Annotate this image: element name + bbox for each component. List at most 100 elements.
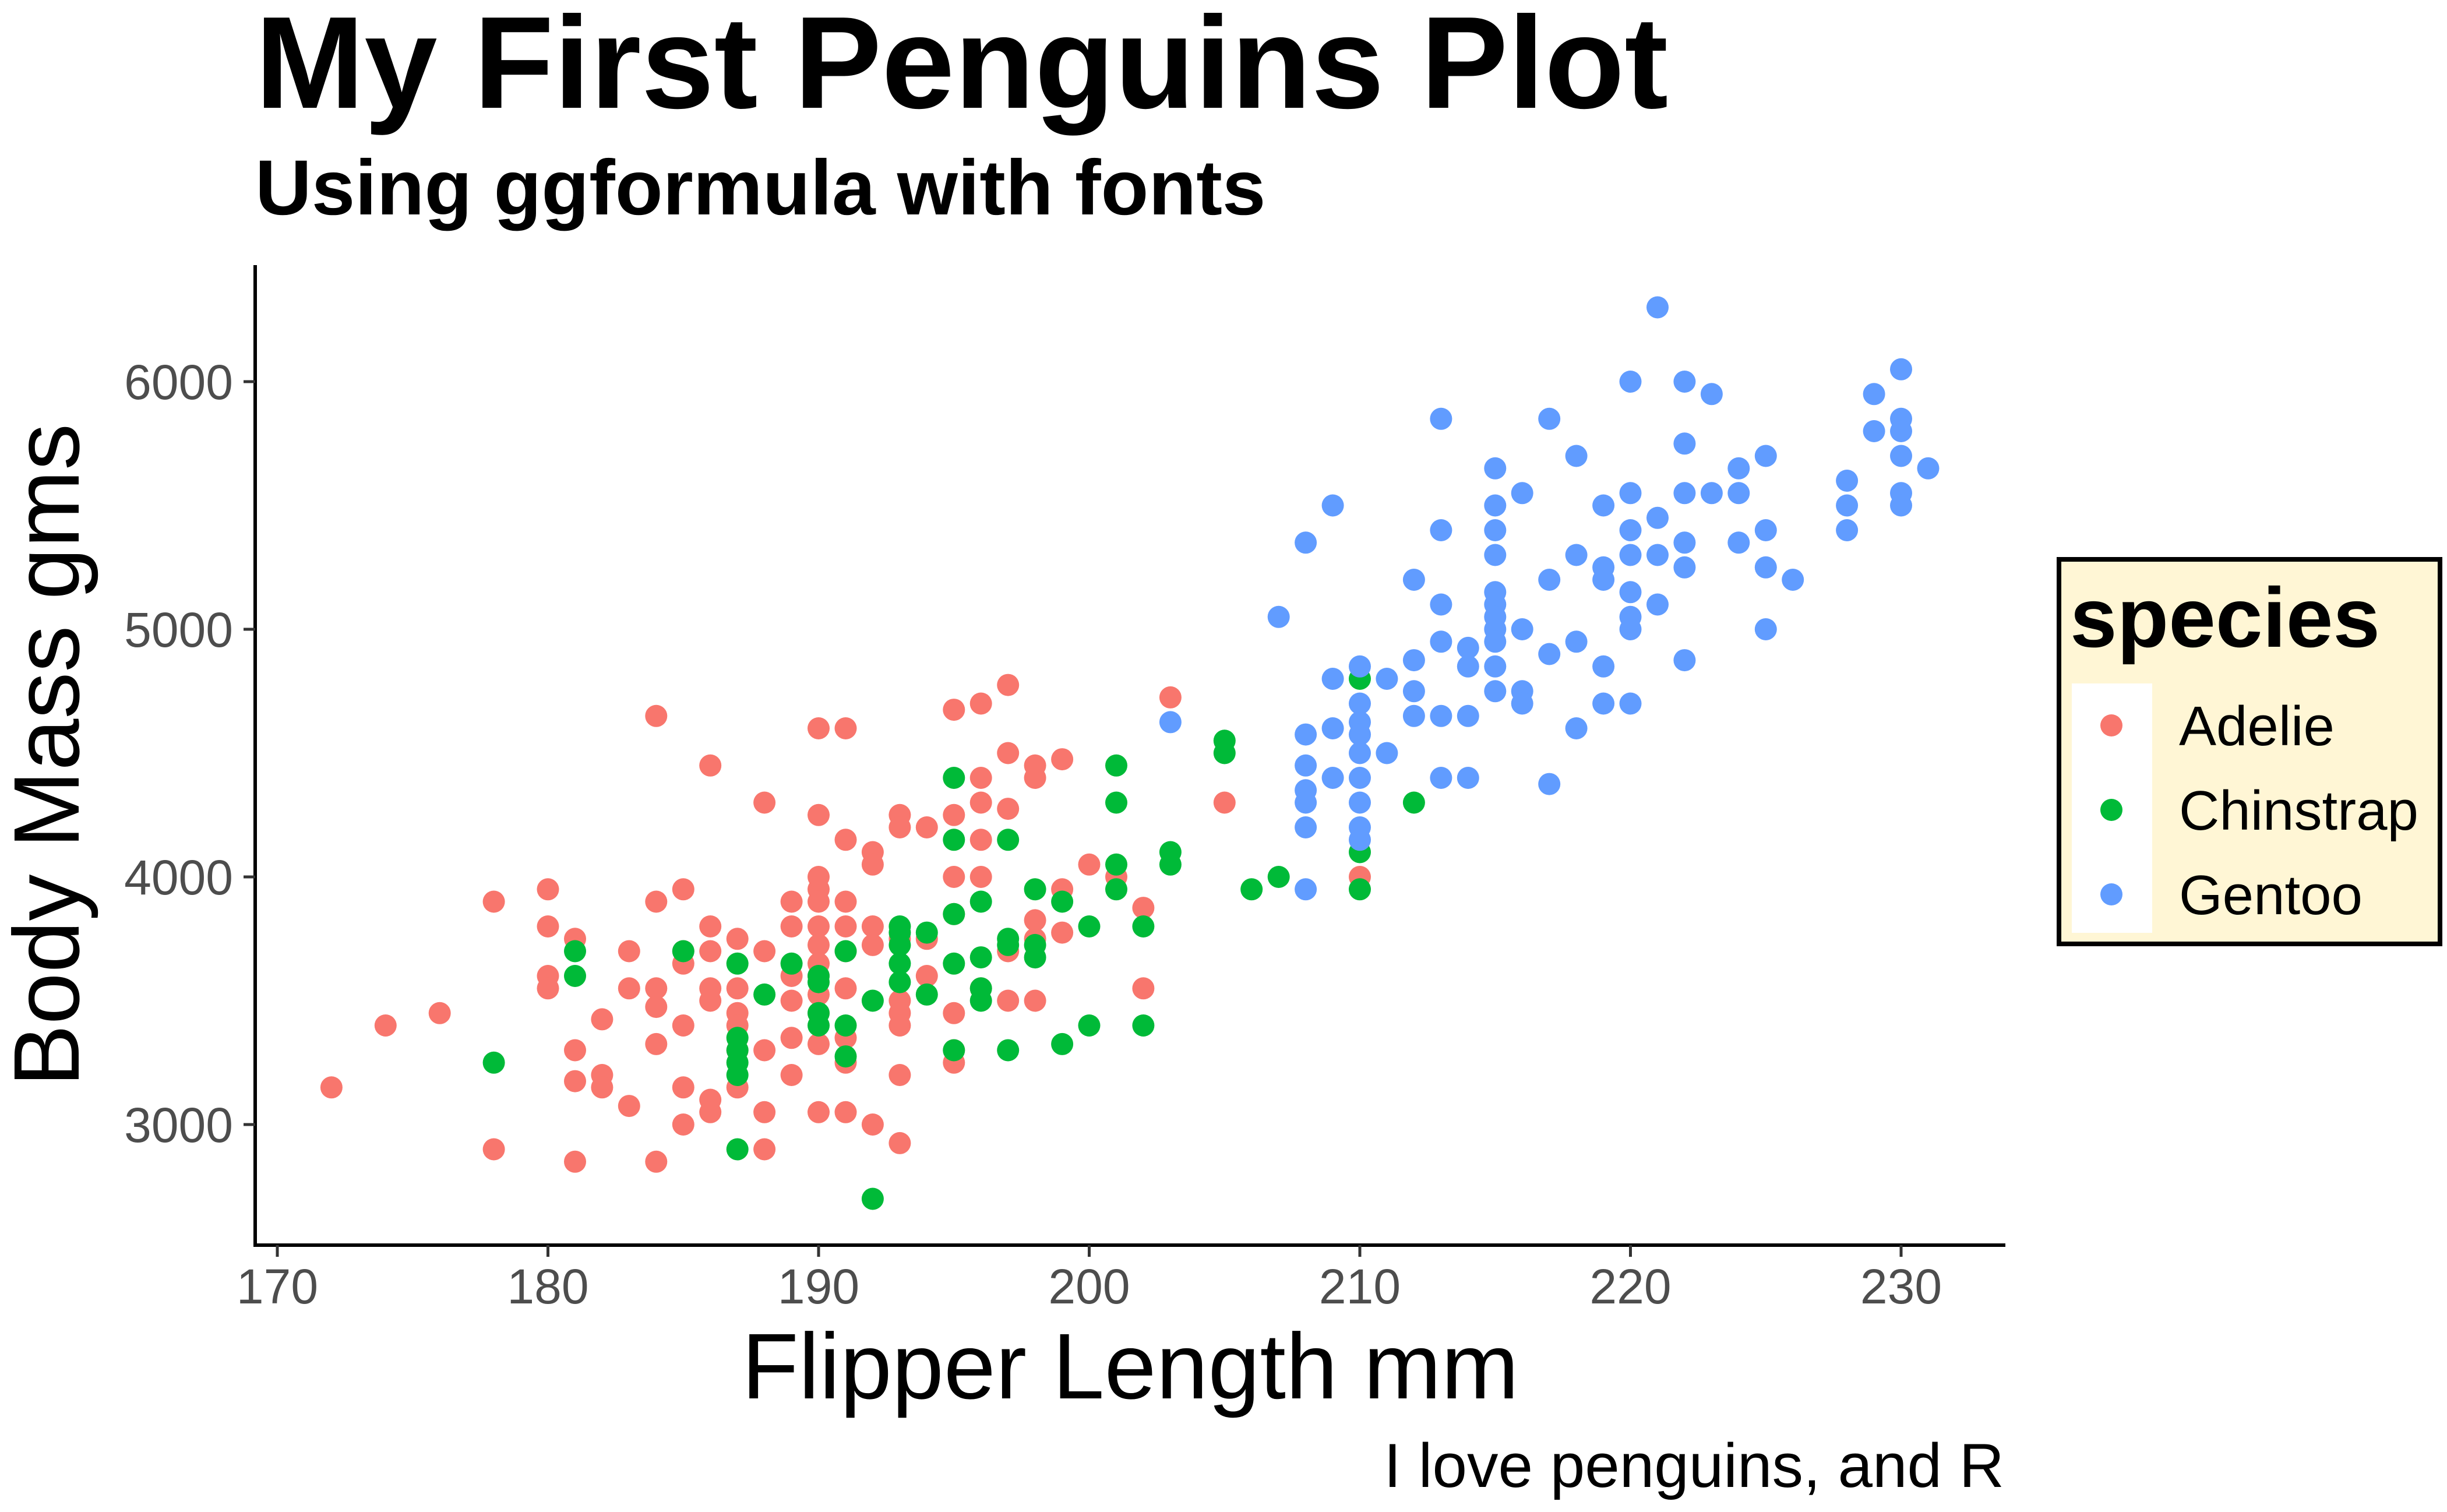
- point-gentoo: [1673, 432, 1696, 455]
- point-chinstrap: [1159, 853, 1182, 876]
- point-chinstrap: [1105, 878, 1127, 901]
- point-gentoo: [1863, 420, 1885, 442]
- point-adelie: [672, 1113, 694, 1136]
- point-gentoo: [1565, 445, 1588, 467]
- point-adelie: [672, 878, 694, 901]
- point-adelie: [428, 1002, 451, 1024]
- point-gentoo: [1376, 742, 1398, 764]
- point-gentoo: [1890, 445, 1912, 467]
- point-gentoo: [1267, 605, 1290, 628]
- point-gentoo: [1646, 593, 1669, 616]
- point-gentoo: [1349, 723, 1371, 746]
- point-adelie: [699, 754, 722, 777]
- point-adelie: [537, 977, 559, 1000]
- point-gentoo: [1917, 457, 1940, 480]
- point-chinstrap: [1240, 878, 1263, 901]
- point-gentoo: [1457, 767, 1479, 789]
- point-chinstrap: [969, 989, 992, 1012]
- point-adelie: [861, 915, 884, 937]
- point-adelie: [699, 1101, 722, 1123]
- x-tick-label: 200: [1048, 1259, 1130, 1314]
- point-chinstrap: [1105, 853, 1127, 876]
- point-gentoo: [1619, 544, 1642, 566]
- legend-key-adelie: [2100, 714, 2122, 736]
- point-gentoo: [1592, 692, 1615, 715]
- point-gentoo: [1754, 519, 1777, 541]
- point-chinstrap: [1024, 946, 1046, 969]
- point-adelie: [808, 1032, 830, 1055]
- point-adelie: [645, 1150, 668, 1173]
- chart-title: My First Penguins Plot: [255, 0, 1668, 136]
- point-chinstrap: [672, 940, 694, 963]
- point-chinstrap: [1024, 878, 1046, 901]
- point-adelie: [645, 977, 668, 1000]
- point-chinstrap: [969, 890, 992, 913]
- point-chinstrap: [1105, 754, 1127, 777]
- point-adelie: [997, 674, 1020, 696]
- point-gentoo: [1754, 556, 1777, 579]
- point-chinstrap: [1105, 791, 1127, 814]
- point-gentoo: [1619, 692, 1642, 715]
- point-adelie: [482, 1138, 505, 1161]
- point-gentoo: [1295, 754, 1317, 777]
- y-tick-label: 3000: [124, 1098, 233, 1152]
- point-adelie: [699, 989, 722, 1012]
- point-gentoo: [1295, 878, 1317, 901]
- point-adelie: [780, 1064, 803, 1086]
- point-gentoo: [1538, 773, 1561, 795]
- point-adelie: [1213, 791, 1236, 814]
- point-gentoo: [1538, 569, 1561, 591]
- point-gentoo: [1402, 569, 1425, 591]
- point-gentoo: [1295, 531, 1317, 554]
- point-gentoo: [1754, 445, 1777, 467]
- point-adelie: [969, 791, 992, 814]
- point-gentoo: [1511, 692, 1533, 715]
- point-adelie: [780, 890, 803, 913]
- point-gentoo: [1349, 791, 1371, 814]
- point-chinstrap: [726, 952, 749, 975]
- point-chinstrap: [943, 952, 965, 975]
- point-gentoo: [1402, 704, 1425, 727]
- point-adelie: [672, 1076, 694, 1099]
- point-adelie: [753, 940, 776, 963]
- point-chinstrap: [808, 1014, 830, 1037]
- point-gentoo: [1646, 506, 1669, 529]
- point-adelie: [618, 977, 640, 1000]
- point-gentoo: [1673, 649, 1696, 672]
- point-gentoo: [1673, 531, 1696, 554]
- point-gentoo: [1782, 569, 1804, 591]
- point-adelie: [753, 791, 776, 814]
- x-axis-title: Flipper Length mm: [742, 1314, 1519, 1418]
- point-chinstrap: [861, 1187, 884, 1210]
- point-adelie: [997, 742, 1020, 764]
- point-gentoo: [1321, 767, 1344, 789]
- point-chinstrap: [997, 1039, 1020, 1062]
- point-adelie: [645, 1032, 668, 1055]
- point-adelie: [672, 1014, 694, 1037]
- point-adelie: [1159, 686, 1182, 709]
- legend-items: Adelie Chinstrap Gentoo: [2100, 695, 2418, 926]
- point-gentoo: [1295, 723, 1317, 746]
- point-gentoo: [1673, 482, 1696, 505]
- point-gentoo: [1484, 519, 1507, 541]
- point-chinstrap: [726, 1138, 749, 1161]
- point-chinstrap: [564, 940, 586, 963]
- point-adelie: [834, 1101, 857, 1123]
- point-adelie: [1024, 909, 1046, 932]
- point-adelie: [808, 1101, 830, 1123]
- y-tick-label: 4000: [124, 850, 233, 905]
- point-gentoo: [1836, 470, 1859, 492]
- point-adelie: [564, 1150, 586, 1173]
- point-chinstrap: [482, 1051, 505, 1074]
- point-adelie: [645, 704, 668, 727]
- point-gentoo: [1700, 383, 1723, 406]
- point-adelie: [1024, 767, 1046, 789]
- point-adelie: [969, 692, 992, 715]
- point-adelie: [888, 1014, 911, 1037]
- y-axis-title: Body Mass gms: [0, 424, 98, 1087]
- y-tick-label: 6000: [124, 355, 233, 410]
- point-adelie: [915, 965, 938, 987]
- point-adelie: [861, 1113, 884, 1136]
- point-adelie: [1051, 748, 1074, 771]
- point-adelie: [482, 890, 505, 913]
